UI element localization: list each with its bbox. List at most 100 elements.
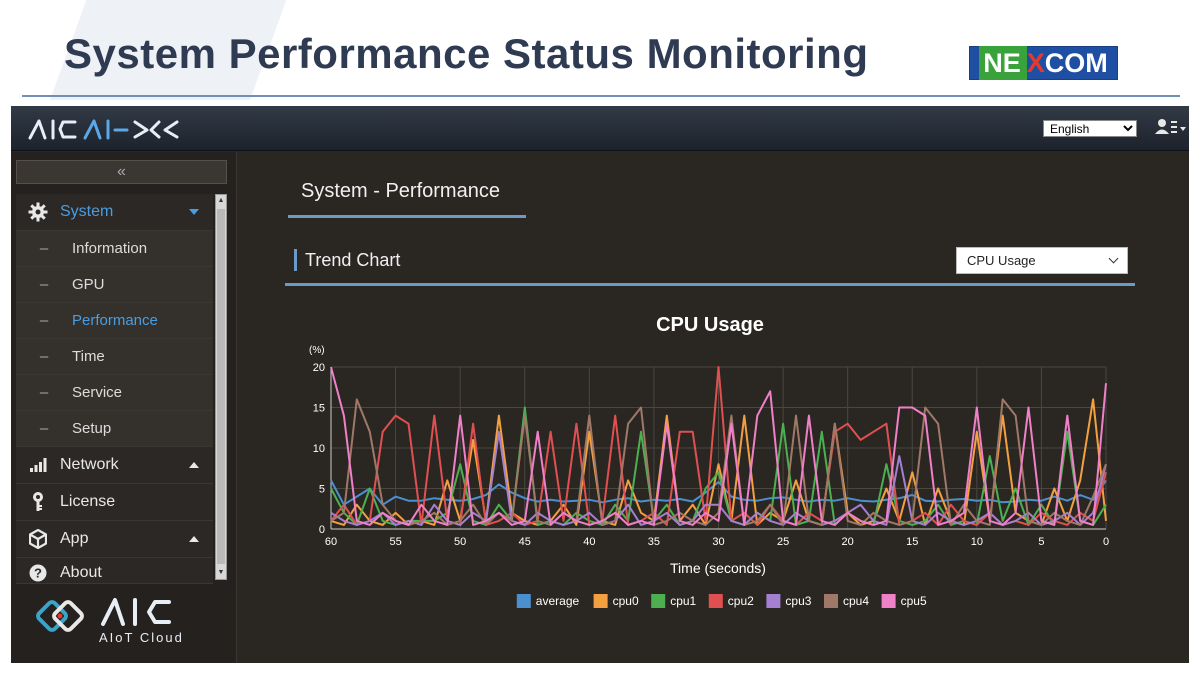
language-select[interactable]: English [1043,120,1137,137]
top-bar: English [11,106,1189,151]
y-tick-label: 0 [319,524,325,536]
sidebar: « System – Information – GPU – Performance … [11,152,237,663]
caret-down-icon [189,209,199,215]
sidebar-subitem-setup[interactable]: – Setup [16,411,213,447]
dash-icon: – [39,276,49,293]
x-tick-label: 15 [906,536,918,548]
sidebar-subitem-information[interactable]: – Information [16,231,213,267]
sidebar-subitem-label: Setup [72,420,112,437]
logo-part-ne: NE [979,46,1027,80]
sidebar-scrollbar[interactable]: ▲ ▼ [215,194,227,580]
y-tick-label: 20 [313,362,325,374]
aicaix-logo [28,119,179,140]
dash-icon: – [39,384,49,401]
chart-type-select-value: CPU Usage [967,253,1036,268]
page-title-underline [288,215,526,218]
x-tick-label: 20 [842,536,854,548]
sidebar-subitem-time[interactable]: – Time [16,339,213,375]
dash-icon: – [39,240,49,257]
legend-label-cpu0: cpu0 [613,594,639,608]
legend-label-cpu5: cpu5 [901,594,927,608]
sidebar-subitem-service[interactable]: – Service [16,375,213,411]
svg-text:?: ? [34,566,42,581]
main-content: System - Performance Trend Chart CPU Usa… [238,152,1189,663]
app-window: English « [11,106,1189,663]
x-axis-label: Time (seconds) [670,560,766,576]
legend-swatch-cpu3 [766,594,781,608]
x-tick-label: 5 [1038,536,1044,548]
user-list-icon [1155,119,1186,134]
sidebar-subitem-label: Service [72,384,123,401]
user-menu-button[interactable] [1154,116,1188,140]
legend-label-cpu2: cpu2 [728,594,754,608]
legend-swatch-cpu5 [881,594,896,608]
sidebar-subitem-label: GPU [72,276,105,293]
series-line-average [330,479,1107,506]
section-title: Trend Chart [305,250,401,270]
section-marker [294,249,297,271]
sidebar-subitem-performance[interactable]: – Performance [16,303,213,339]
sidebar-subitem-label: Performance [72,312,158,329]
sidebar-nav: System – Information – GPU – Performance – T… [16,194,213,584]
x-tick-label: 10 [971,536,983,548]
section-divider [285,283,1135,286]
nexcom-logo: NE XCOM [969,46,1118,80]
x-tick-label: 40 [583,536,595,548]
legend-swatch-cpu4 [824,594,838,608]
dash-icon: – [39,420,49,437]
legend-label-cpu4: cpu4 [843,594,869,608]
scrollbar-thumb[interactable] [217,209,225,564]
scroll-up-arrow-icon[interactable]: ▲ [217,197,225,204]
y-tick-label: 10 [313,443,325,455]
legend-label-cpu1: cpu1 [670,594,696,608]
double-chevron-left-icon: « [117,163,126,180]
key-icon [16,492,60,512]
chart-title: CPU Usage [656,314,764,336]
sidebar-collapse-button[interactable]: « [16,160,227,184]
gear-icon [16,202,60,222]
title-divider [22,95,1180,97]
x-tick-label: 35 [648,536,660,548]
caret-up-icon [189,536,199,542]
y-tick-label: 5 [319,484,325,496]
x-tick-label: 50 [454,536,466,548]
sidebar-item-label: Network [60,456,119,473]
sidebar-item-about[interactable]: ? About [16,558,213,584]
sidebar-item-label: App [60,530,89,547]
chart-type-select[interactable]: CPU Usage [956,247,1128,274]
x-tick-label: 25 [777,536,789,548]
sidebar-item-license[interactable]: License [16,484,213,521]
series-line-cpu4 [330,398,1107,526]
cube-icon [16,529,60,549]
sidebar-item-label: System [60,203,114,220]
x-tick-label: 30 [712,536,724,548]
series-line-cpu5 [330,366,1107,526]
x-tick-label: 0 [1103,536,1109,548]
sidebar-item-label: About [60,564,102,581]
caret-up-icon [189,462,199,468]
sidebar-item-system[interactable]: System [16,194,213,231]
aic-aiot-cloud-logo: AIoT Cloud [36,598,184,645]
y-axis-label: (%) [309,345,325,356]
sidebar-item-network[interactable]: Network [16,447,213,484]
scroll-down-arrow-icon[interactable]: ▼ [217,569,225,576]
x-tick-label: 55 [389,536,401,548]
dash-icon: – [39,348,49,365]
question-icon: ? [16,564,60,582]
footer-logo-subtext: AIoT Cloud [99,630,184,645]
sidebar-subitem-label: Time [72,348,105,365]
legend-swatch-cpu2 [708,594,723,608]
x-tick-label: 45 [519,536,531,548]
legend-label-average: average [536,594,580,608]
sidebar-subitem-label: Information [72,240,148,257]
slide-title: System Performance Status Monitoring [64,30,869,77]
sidebar-item-app[interactable]: App [16,521,213,558]
legend-swatch-cpu0 [593,594,608,608]
x-tick-label: 60 [325,536,337,548]
legend-swatch-cpu1 [651,594,666,608]
legend-swatch-average [516,594,531,608]
logo-part-rest: XCOM [1026,47,1108,78]
sidebar-subitem-gpu[interactable]: – GPU [16,267,213,303]
legend-label-cpu3: cpu3 [785,594,811,608]
